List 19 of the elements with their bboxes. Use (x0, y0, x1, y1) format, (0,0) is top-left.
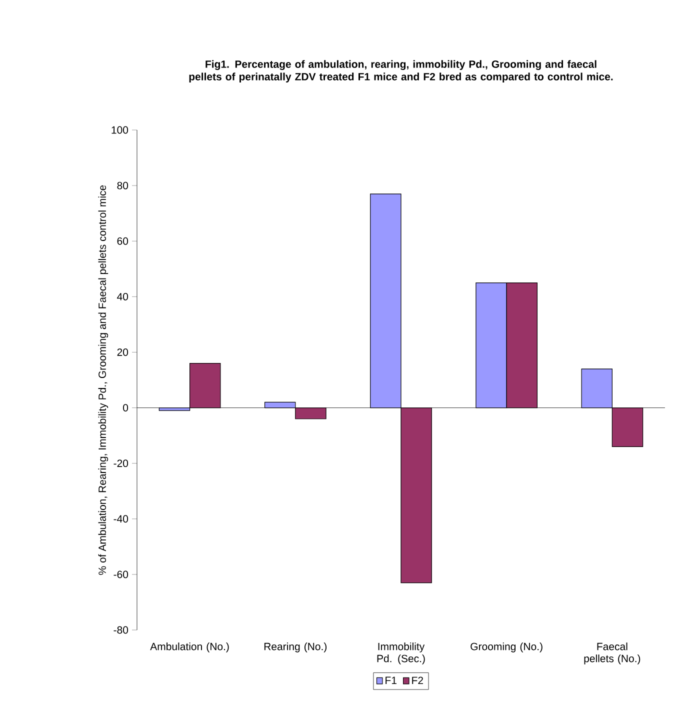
y-tick-label: 0 (123, 404, 128, 412)
x-tick-label: Rearing (No.) (264, 642, 327, 652)
legend-label: F2 (412, 676, 423, 684)
y-tick-label: 40 (117, 292, 128, 300)
x-tick-label: Grooming (No.) (470, 642, 542, 652)
y-tick-label: -80 (114, 626, 128, 634)
y-tick-label: -20 (114, 460, 128, 468)
y-tick-label: 60 (117, 237, 128, 245)
y-axis-title: % of Ambulation, Rearing, Immobility Pd., Grooming and Faecal pellets control mice (98, 185, 108, 575)
y-tick-label: 20 (117, 348, 128, 356)
chart-title: Fig1. Percentage of ambulation, rearing, immobility Pd., Grooming and faecal pellets of perinatally ZDV treated F1 mice and F2 bred as compared to control mice. (189, 60, 613, 82)
y-tick-label: 80 (117, 182, 128, 190)
legend-label: F1 (386, 676, 396, 684)
y-tick-label: 100 (112, 126, 128, 134)
y-tick-label: -40 (114, 515, 128, 523)
x-tick-label: Faecal pellets (No.) (584, 642, 640, 664)
x-tick-label: Ambulation (No.) (150, 642, 229, 652)
y-tick-label: -60 (114, 570, 128, 578)
x-tick-label: Immobility Pd. (Sec.) (377, 642, 425, 664)
